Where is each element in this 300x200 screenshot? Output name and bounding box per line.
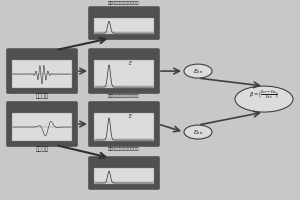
Text: 滤波信号的高敷频谱计变换: 滤波信号的高敷频谱计变换 bbox=[108, 94, 140, 98]
FancyBboxPatch shape bbox=[7, 49, 77, 94]
Text: $E_{基准}$: $E_{基准}$ bbox=[193, 67, 203, 75]
FancyBboxPatch shape bbox=[88, 102, 160, 147]
Text: $\beta=|\frac{E_{测试}-E_{基准}}{E_{基准}}|$: $\beta=|\frac{E_{测试}-E_{基准}}{E_{基准}}|$ bbox=[249, 89, 279, 101]
Text: $E$: $E$ bbox=[128, 112, 133, 120]
Text: $E_{测试}$: $E_{测试}$ bbox=[193, 128, 203, 136]
FancyBboxPatch shape bbox=[7, 102, 77, 147]
Bar bbox=[94, 168, 154, 184]
Ellipse shape bbox=[184, 125, 212, 139]
Bar bbox=[94, 60, 154, 88]
Ellipse shape bbox=[184, 64, 212, 78]
Bar bbox=[12, 60, 72, 88]
Bar bbox=[94, 113, 154, 141]
Text: 测试信号: 测试信号 bbox=[35, 146, 49, 152]
Ellipse shape bbox=[235, 86, 293, 112]
Bar bbox=[12, 113, 72, 141]
Text: 基准信号: 基准信号 bbox=[35, 93, 49, 99]
Text: 激励信号的高敷频谱计变换: 激励信号的高敷频谱计变换 bbox=[108, 1, 140, 5]
Text: $E$: $E$ bbox=[128, 59, 133, 67]
FancyBboxPatch shape bbox=[88, 49, 160, 94]
FancyBboxPatch shape bbox=[88, 7, 160, 40]
Bar bbox=[94, 18, 154, 34]
Text: 滤波信号的高敷频谱计变换: 滤波信号的高敷频谱计变换 bbox=[108, 147, 140, 151]
FancyBboxPatch shape bbox=[88, 157, 160, 190]
